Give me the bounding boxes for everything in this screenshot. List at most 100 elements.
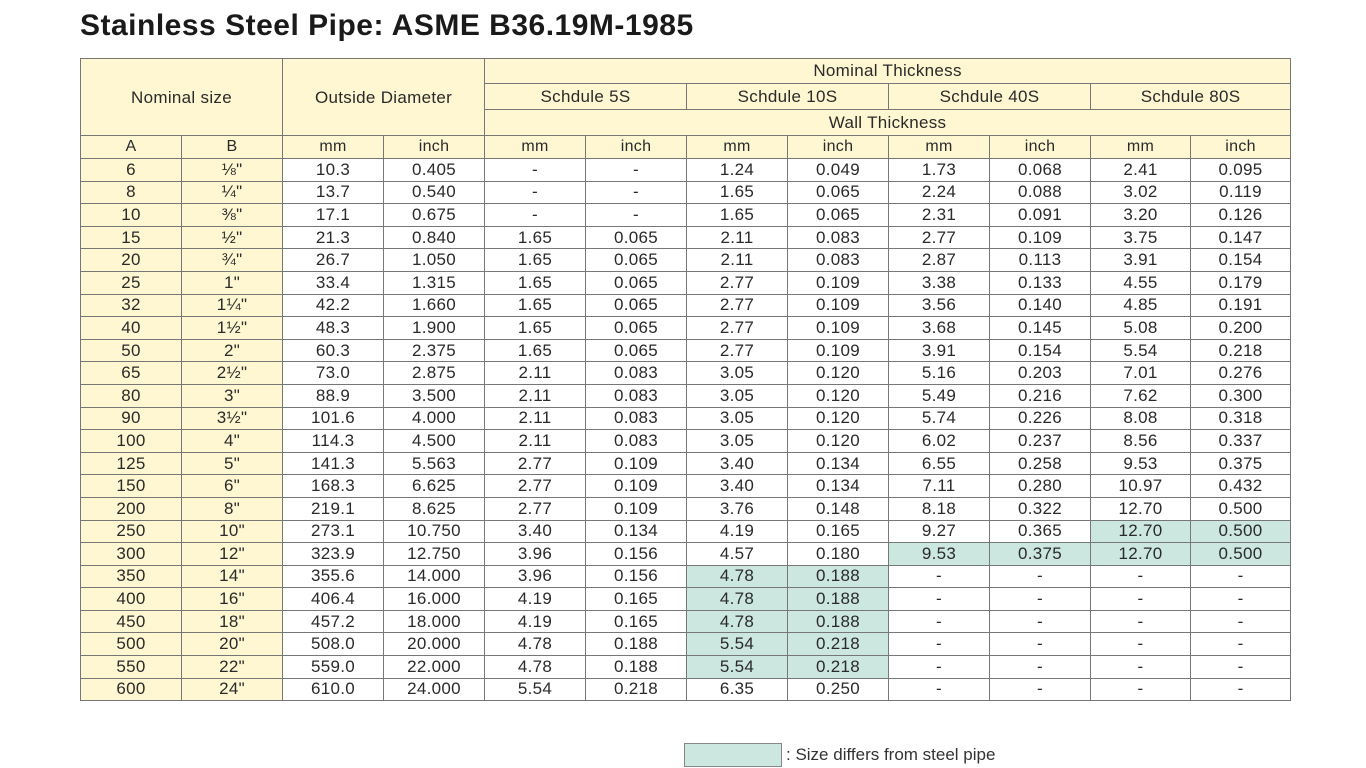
value-cell: 12.70 bbox=[1090, 519, 1192, 544]
value-cell: 0.218 bbox=[1190, 338, 1292, 363]
size-cell: 25 bbox=[80, 270, 182, 295]
size-cell: 1½" bbox=[180, 316, 284, 340]
value-cell: 0.500 bbox=[1190, 496, 1292, 521]
schedule-header-5s: Schdule 5S bbox=[484, 83, 688, 110]
value-cell: 10.750 bbox=[383, 519, 486, 544]
value-cell: - bbox=[989, 564, 1092, 589]
value-cell: 12.70 bbox=[1090, 542, 1192, 566]
value-cell: 1.65 bbox=[686, 203, 789, 227]
table-row: 40 1½" 48.3 1.900 1.65 0.065 2.77 0.109 3.68 0.14… bbox=[80, 316, 1292, 340]
size-cell: 8" bbox=[180, 496, 284, 521]
size-cell: 18" bbox=[180, 609, 284, 634]
table-row: 20 ¾" 26.7 1.050 1.65 0.065 2.11 0.083 2.87 0.113… bbox=[80, 248, 1292, 272]
table-row: 65 2½" 73.0 2.875 2.11 0.083 3.05 0.120 5.16 0.20… bbox=[80, 361, 1292, 385]
value-cell: 3.05 bbox=[686, 383, 789, 408]
value-cell: 88.9 bbox=[282, 383, 385, 408]
value-cell: 2.77 bbox=[686, 316, 789, 340]
value-cell: 0.095 bbox=[1190, 158, 1292, 182]
value-cell: 5.16 bbox=[888, 361, 991, 385]
value-cell: 4.19 bbox=[484, 587, 587, 611]
table-row: 10 ⅜" 17.1 0.675- -1.65 0.065 2.31 0.091 3.20 0.1… bbox=[80, 203, 1292, 227]
value-cell: 8.08 bbox=[1090, 406, 1192, 431]
table-row: 550 22" 559.0 22.000 4.78 0.188 5.54 0.218- - - - bbox=[80, 655, 1292, 679]
size-cell: 100 bbox=[80, 429, 182, 453]
value-cell: 4.78 bbox=[686, 609, 789, 634]
value-cell: - bbox=[1090, 609, 1192, 634]
size-cell: 20 bbox=[80, 248, 182, 272]
size-cell: ¼" bbox=[180, 180, 284, 205]
value-cell: 33.4 bbox=[282, 270, 385, 295]
table-row: 8 ¼" 13.7 0.540- -1.65 0.065 2.24 0.088 3.02 0.11… bbox=[80, 180, 1292, 205]
value-cell: 4.78 bbox=[686, 587, 789, 611]
value-cell: 2.87 bbox=[888, 248, 991, 272]
value-cell: - bbox=[1190, 587, 1292, 611]
size-cell: ½" bbox=[180, 225, 284, 250]
value-cell: 0.237 bbox=[989, 429, 1092, 453]
value-cell: 4.19 bbox=[686, 519, 789, 544]
value-cell: 0.119 bbox=[1190, 180, 1292, 205]
value-cell: 0.156 bbox=[585, 542, 688, 566]
size-cell: 125 bbox=[80, 451, 182, 476]
value-cell: - bbox=[484, 158, 587, 182]
value-cell: 0.140 bbox=[989, 293, 1092, 318]
value-cell: 0.083 bbox=[787, 248, 890, 272]
value-cell: 1.660 bbox=[383, 293, 486, 318]
value-cell: 0.049 bbox=[787, 158, 890, 182]
value-cell: 0.068 bbox=[989, 158, 1092, 182]
value-cell: 10.3 bbox=[282, 158, 385, 182]
value-cell: - bbox=[888, 609, 991, 634]
value-cell: 12.750 bbox=[383, 542, 486, 566]
value-cell: 8.56 bbox=[1090, 429, 1192, 453]
value-cell: - bbox=[585, 180, 688, 205]
value-cell: 7.11 bbox=[888, 474, 991, 498]
value-cell: - bbox=[1190, 564, 1292, 589]
value-cell: 0.145 bbox=[989, 316, 1092, 340]
size-cell: 1" bbox=[180, 270, 284, 295]
value-cell: 2.11 bbox=[484, 383, 587, 408]
value-cell: 5.563 bbox=[383, 451, 486, 476]
size-cell: 22" bbox=[180, 655, 284, 679]
value-cell: 1.65 bbox=[686, 180, 789, 205]
value-cell: 18.000 bbox=[383, 609, 486, 634]
value-cell: 0.134 bbox=[787, 451, 890, 476]
table-row: 80 3" 88.9 3.500 2.11 0.083 3.05 0.120 5.49 0.216… bbox=[80, 383, 1292, 408]
value-cell: 0.109 bbox=[585, 496, 688, 521]
value-cell: 2.77 bbox=[686, 293, 789, 318]
value-cell: - bbox=[888, 632, 991, 657]
value-cell: 3.40 bbox=[686, 451, 789, 476]
value-cell: 0.154 bbox=[989, 338, 1092, 363]
size-cell: 550 bbox=[80, 655, 182, 679]
value-cell: 4.55 bbox=[1090, 270, 1192, 295]
value-cell: 5.49 bbox=[888, 383, 991, 408]
value-cell: 2.77 bbox=[686, 338, 789, 363]
value-cell: 3.40 bbox=[484, 519, 587, 544]
table-row: 125 5" 141.3 5.563 2.77 0.109 3.40 0.134 6.55 0.2… bbox=[80, 451, 1292, 476]
value-cell: 2.77 bbox=[484, 496, 587, 521]
value-cell: 0.375 bbox=[1190, 451, 1292, 476]
value-cell: 3.76 bbox=[686, 496, 789, 521]
value-cell: 1.315 bbox=[383, 270, 486, 295]
size-cell: 4" bbox=[180, 429, 284, 453]
value-cell: 2.77 bbox=[888, 225, 991, 250]
value-cell: 0.065 bbox=[585, 225, 688, 250]
table-row: 600 24" 610.0 24.000 5.54 0.218 6.35 0.250- - - - bbox=[80, 677, 1292, 702]
value-cell: 0.179 bbox=[1190, 270, 1292, 295]
value-cell: 0.065 bbox=[585, 270, 688, 295]
value-cell: 457.2 bbox=[282, 609, 385, 634]
value-cell: 0.088 bbox=[989, 180, 1092, 205]
value-cell: 4.78 bbox=[484, 632, 587, 657]
wall-thickness-header: Wall Thickness bbox=[484, 109, 1292, 136]
value-cell: 0.365 bbox=[989, 519, 1092, 544]
value-cell: 4.78 bbox=[484, 655, 587, 679]
value-cell: 26.7 bbox=[282, 248, 385, 272]
unit-header-cell: mm bbox=[1090, 135, 1192, 159]
value-cell: 5.54 bbox=[686, 632, 789, 657]
value-cell: 9.53 bbox=[1090, 451, 1192, 476]
value-cell: 273.1 bbox=[282, 519, 385, 544]
value-cell: 0.188 bbox=[787, 564, 890, 589]
size-cell: 6" bbox=[180, 474, 284, 498]
size-cell: 50 bbox=[80, 338, 182, 363]
size-cell: 400 bbox=[80, 587, 182, 611]
size-cell: 20" bbox=[180, 632, 284, 657]
size-cell: 32 bbox=[80, 293, 182, 318]
